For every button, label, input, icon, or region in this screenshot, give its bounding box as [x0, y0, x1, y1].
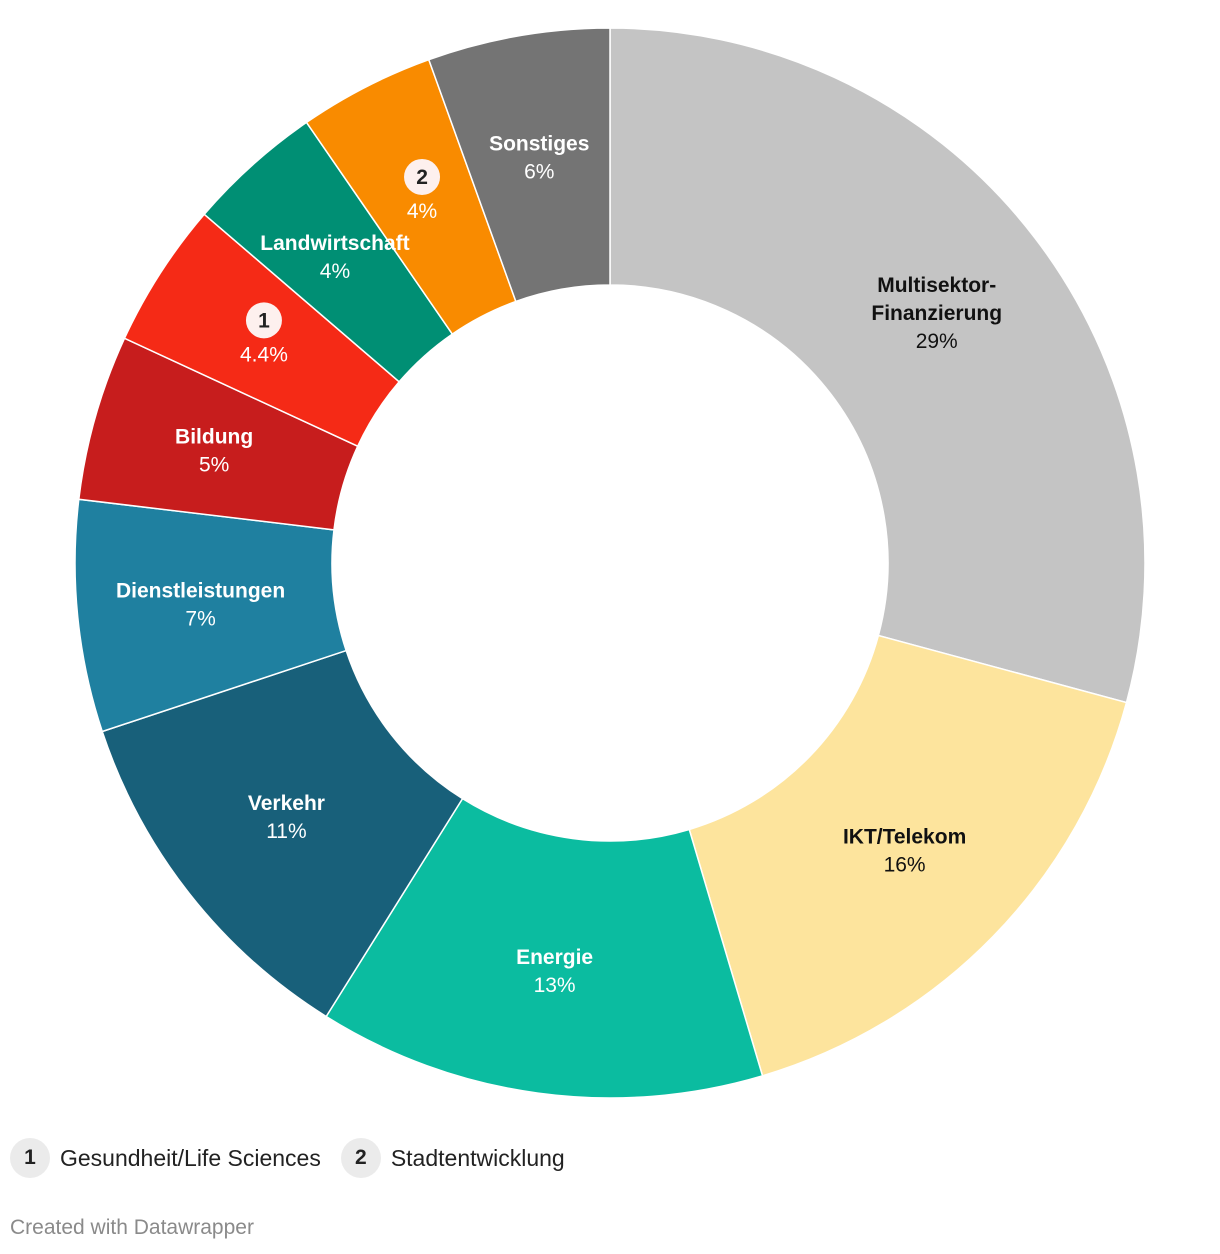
- slice-value-sonstiges: 6%: [524, 161, 554, 184]
- slice-badge-2: 2: [416, 166, 428, 189]
- slice-badge-circle-1: [245, 302, 282, 339]
- slice-value-dienstleistungen: 7%: [185, 607, 215, 630]
- slice-verkehr: [101, 649, 464, 1018]
- slice-label-multisektor-finanzierung: Finanzierung: [871, 302, 1002, 325]
- slice-label-sonstiges: Sonstiges: [489, 133, 589, 156]
- legend-item-1: 1 Gesundheit/Life Sciences: [10, 1138, 321, 1178]
- slice-multisektor-finanzierung: [609, 27, 1146, 704]
- slice-value-badge-1: 4.4%: [240, 343, 288, 366]
- slice-value-verkehr: 11%: [266, 820, 306, 843]
- slice-label-landwirtschaft: Landwirtschaft: [260, 232, 409, 255]
- donut-chart: Multisektor-Finanzierung29%IKT/Telekom16…: [74, 27, 1146, 1099]
- slice-value-landwirtschaft: 4%: [320, 260, 350, 283]
- slice-label-verkehr: Verkehr: [248, 792, 325, 815]
- legend-badge-2: 2: [340, 1138, 381, 1178]
- slice-ikt-telekom: [688, 634, 1128, 1077]
- legend-label-1: Gesundheit/Life Sciences: [60, 1144, 321, 1171]
- slice-sonstiges: [427, 27, 611, 303]
- slice-badge-circle-2: [404, 158, 441, 195]
- slice-badge-1: 1: [258, 309, 270, 332]
- slice-energie: [325, 797, 764, 1099]
- legend-label-2: Stadtentwicklung: [390, 1144, 565, 1171]
- slice-label-bildung: Bildung: [175, 426, 253, 449]
- slice-value-bildung: 5%: [199, 454, 229, 477]
- slice-label-multisektor-finanzierung: Multisektor-: [877, 274, 996, 297]
- legend-item-2: 2 Stadtentwicklung: [340, 1138, 565, 1178]
- slice-label-dienstleistungen: Dienstleistungen: [116, 579, 285, 602]
- slices-group: [74, 27, 1146, 1099]
- legend: 1 Gesundheit/Life Sciences 2 Stadtentwic…: [10, 1138, 585, 1178]
- labels-group: Multisektor-Finanzierung29%IKT/Telekom16…: [116, 133, 1002, 997]
- legend-badge-1: 1: [10, 1138, 50, 1178]
- slice-value-badge-2: 4%: [407, 200, 437, 223]
- slice-value-ikt-telekom: 16%: [884, 853, 926, 876]
- slice-value-multisektor-finanzierung: 29%: [916, 330, 958, 353]
- credit-text: Created with Datawrapper: [10, 1216, 254, 1239]
- slice-value-energie: 13%: [534, 974, 576, 997]
- slice-label-ikt-telekom: IKT/Telekom: [843, 825, 966, 848]
- slice-label-energie: Energie: [516, 946, 593, 969]
